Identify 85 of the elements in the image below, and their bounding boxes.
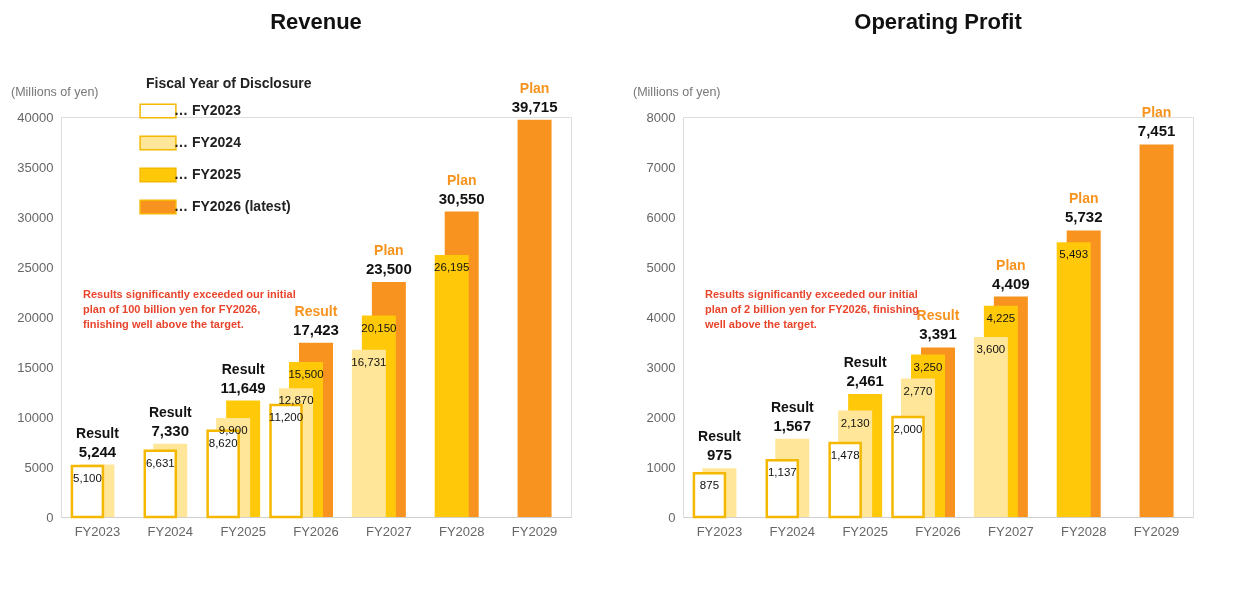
legend-label: … FY2024 (174, 134, 242, 150)
data-label: 12,870 (278, 394, 314, 407)
data-label: 3,600 (976, 343, 1006, 355)
data-label: 5,493 (1059, 248, 1089, 261)
y-tick-label: 40000 (17, 109, 54, 125)
y-tick-label: 30000 (17, 209, 54, 225)
data-label: 30,550 (438, 189, 485, 207)
data-label: 2,130 (840, 416, 870, 429)
x-tick-label: FY2026 (915, 523, 961, 539)
x-tick-label: FY2024 (769, 523, 816, 539)
y-tick-label: 15000 (17, 359, 54, 375)
y-tick-label: 20000 (17, 309, 54, 325)
data-label: 875 (699, 479, 720, 492)
annotation: Result (148, 403, 193, 420)
y-tick-label: 25000 (17, 259, 54, 275)
annotation: Plan (996, 256, 1026, 273)
y-tick-label: 10000 (17, 409, 54, 425)
data-label: 15,500 (288, 368, 324, 380)
legend-title: Fiscal Year of Disclosure (146, 75, 312, 91)
data-label: 1,137 (767, 466, 797, 479)
x-tick-label: FY2024 (147, 523, 194, 539)
data-label: 1,478 (830, 449, 860, 462)
x-tick-label: FY2029 (511, 523, 558, 539)
y-tick-label: 5000 (24, 459, 54, 475)
legend-label: … FY2026 (latest) (174, 198, 291, 214)
x-tick-label: FY2027 (988, 523, 1034, 539)
x-tick-label: FY2027 (366, 523, 412, 539)
x-tick-label: FY2025 (220, 523, 266, 539)
data-label: 4,409 (992, 274, 1030, 292)
y-axis-title: (Millions of yen) (11, 85, 99, 99)
annotation: Result (76, 424, 120, 441)
y-tick-label: 1000 (646, 459, 676, 475)
y-tick-label: 8000 (646, 109, 676, 125)
y-tick-label: 3000 (646, 359, 676, 375)
data-label: 7,451 (1137, 122, 1176, 140)
data-label: 17,423 (293, 320, 339, 338)
data-label: 2,000 (893, 423, 923, 435)
chart-title: Revenue (270, 9, 362, 34)
data-label: 5,100 (73, 472, 102, 484)
legend-label: … FY2023 (174, 102, 242, 118)
data-label: 7,330 (151, 421, 190, 439)
annotation: Result (221, 360, 265, 377)
y-axis-title: (Millions of yen) (633, 85, 721, 99)
annotation: Plan (519, 79, 550, 96)
x-tick-label: FY2023 (696, 523, 743, 539)
data-label: 3,391 (919, 325, 957, 343)
y-tick-label: 35000 (17, 159, 54, 175)
data-label: 975 (706, 446, 732, 464)
annotation: Result (294, 302, 338, 319)
x-tick-label: FY2023 (74, 523, 121, 539)
annotation: Plan (446, 171, 477, 188)
annotation: Result (698, 428, 742, 445)
annotation: Result (770, 398, 815, 415)
annotation: Plan (1141, 104, 1172, 121)
data-label: 23,500 (365, 260, 412, 277)
y-tick-label: 2000 (646, 409, 676, 425)
data-label: 2,770 (903, 384, 933, 397)
data-label: 5,244 (78, 442, 117, 460)
annotation: Result (843, 353, 887, 370)
x-tick-label: FY2025 (842, 523, 888, 539)
data-label: 8,620 (208, 436, 238, 449)
y-tick-label: 6000 (646, 209, 676, 225)
data-label: 3,250 (913, 360, 943, 373)
data-label: 11,649 (220, 378, 266, 396)
data-label: 20,150 (361, 321, 397, 334)
data-label: 39,715 (511, 97, 558, 115)
x-tick-label: FY2028 (438, 523, 485, 539)
data-label: 4,225 (986, 311, 1016, 324)
y-tick-label: 0 (668, 509, 676, 525)
data-label: 16,731 (351, 355, 387, 368)
annotation: Plan (1068, 190, 1099, 207)
x-tick-label: FY2026 (293, 523, 339, 539)
data-label: 1,567 (773, 416, 812, 434)
data-label: 6,631 (145, 456, 175, 469)
legend-label: … FY2025 (174, 166, 242, 182)
data-label: 2,461 (846, 371, 884, 389)
y-tick-label: 7000 (646, 159, 676, 175)
y-tick-label: 5000 (646, 259, 676, 275)
chart-title: Operating Profit (854, 9, 1023, 34)
annotation: Plan (374, 242, 404, 258)
y-tick-label: 0 (46, 509, 54, 525)
x-tick-label: FY2029 (1133, 523, 1180, 539)
data-label: 5,732 (1064, 208, 1103, 226)
y-tick-label: 4000 (646, 309, 676, 325)
x-tick-label: FY2028 (1060, 523, 1107, 539)
